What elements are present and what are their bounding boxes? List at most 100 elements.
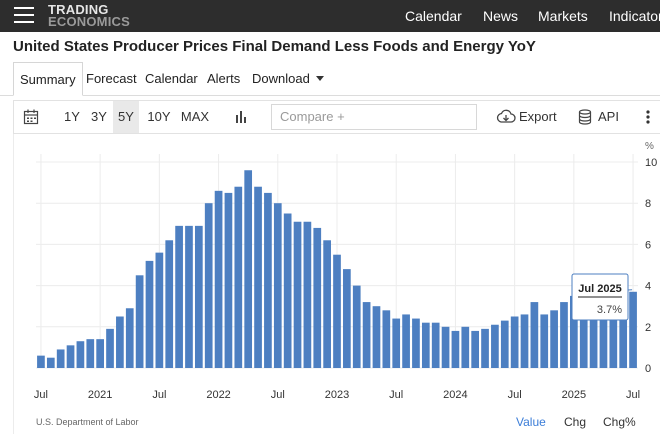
logo-line-2: ECONOMICS [48, 14, 130, 29]
y-tick-label: 0 [645, 363, 651, 375]
chart-bar[interactable] [46, 357, 55, 368]
chart-bar[interactable] [185, 225, 193, 368]
x-tick-label: 2021 [88, 389, 112, 401]
chart-bar[interactable] [619, 310, 628, 368]
chart-bar[interactable] [86, 339, 95, 368]
range-3y-button[interactable]: 3Y [91, 109, 107, 124]
chart-bar[interactable] [96, 339, 104, 368]
chart-bar[interactable] [461, 326, 470, 368]
range-10y-button[interactable]: 10Y [147, 109, 171, 124]
change-view-button[interactable]: Chg [564, 415, 587, 429]
chart-bar[interactable] [333, 254, 341, 368]
chart-bar[interactable] [589, 293, 598, 368]
tooltip-date: Jul 2025 [578, 283, 621, 295]
more-options-icon[interactable] [642, 101, 654, 133]
x-tick-label: Jul [271, 389, 285, 401]
chart-bar[interactable] [264, 192, 272, 368]
chart-bar[interactable] [510, 316, 519, 369]
chart-bar[interactable] [491, 324, 499, 368]
change-percent-view-button[interactable]: Chg% [603, 415, 636, 429]
chart-bar[interactable] [214, 190, 223, 368]
chart-bar[interactable] [471, 330, 480, 368]
chart-bar[interactable] [629, 291, 637, 368]
nav-indicators-link[interactable]: Indicators [609, 8, 660, 24]
nav-news-link[interactable]: News [483, 8, 519, 24]
chart-bar[interactable] [234, 186, 243, 368]
chart-bar[interactable] [145, 260, 154, 368]
site-logo[interactable]: TRADING ECONOMICS [48, 3, 130, 29]
chart-bar[interactable] [254, 186, 262, 368]
chart-bar[interactable] [303, 221, 312, 368]
chart-bar[interactable] [165, 240, 174, 368]
nav-calendar-link[interactable]: Calendar [405, 8, 462, 24]
chart-bar[interactable] [609, 306, 618, 368]
chart-bar[interactable] [273, 203, 282, 368]
nav-markets-link[interactable]: Markets [538, 8, 588, 24]
chart-bar[interactable] [352, 285, 361, 368]
y-tick-label: 4 [645, 281, 651, 293]
chart-bar[interactable] [402, 314, 410, 368]
chart-bar[interactable] [520, 314, 529, 368]
chart-bar[interactable] [155, 252, 164, 368]
tab-download[interactable]: Download [252, 62, 324, 96]
value-view-button[interactable]: Value [516, 415, 546, 429]
chart-bar[interactable] [224, 192, 233, 368]
chart-bar[interactable] [106, 328, 114, 368]
range-max-button[interactable]: MAX [180, 109, 210, 124]
hamburger-menu-icon[interactable] [14, 7, 34, 24]
x-tick-label: 2025 [562, 389, 586, 401]
export-button[interactable]: Export [519, 109, 557, 124]
api-button[interactable]: API [598, 109, 619, 124]
range-1y-button[interactable]: 1Y [64, 109, 80, 124]
chart-bar[interactable] [599, 308, 608, 368]
compare-input[interactable]: Compare + [271, 104, 477, 130]
chart-area: 0 2 4 6 8 10% Jul 2021 Jul 2022 Jul 2023 Jul 2024 Jul 2… [13, 134, 660, 434]
chart-bar[interactable] [540, 314, 549, 368]
chart-bar[interactable] [392, 318, 401, 368]
chart-bar[interactable] [66, 345, 75, 368]
y-tick-label: 2 [645, 322, 651, 334]
chart-bar[interactable] [116, 316, 124, 369]
chart-bar[interactable] [451, 330, 460, 368]
chart-bar[interactable] [194, 225, 203, 368]
chart-bar[interactable] [362, 302, 371, 368]
chart-bar[interactable] [125, 308, 134, 368]
chart-bar[interactable] [579, 297, 588, 368]
chart-bar[interactable] [343, 269, 351, 368]
x-tick-label: Jul [626, 389, 640, 401]
chart-bar[interactable] [76, 341, 85, 368]
chart-bar[interactable] [204, 203, 213, 368]
database-icon[interactable] [577, 101, 593, 133]
bar-chart-icon[interactable] [232, 101, 252, 133]
indicator-tabs: Summary Forecast Calendar Alerts Downloa… [0, 62, 660, 96]
chart-bar[interactable] [37, 355, 45, 368]
chart-bar[interactable] [421, 322, 430, 368]
chart-bar[interactable] [412, 318, 420, 368]
chart-bar[interactable] [382, 310, 391, 368]
chart-bar[interactable] [175, 225, 183, 368]
chart-bar[interactable] [56, 349, 65, 368]
chart-bar[interactable] [500, 320, 509, 368]
chart-bar[interactable] [244, 170, 253, 368]
tab-forecast[interactable]: Forecast [86, 71, 137, 86]
chart-bar[interactable] [283, 213, 292, 369]
tab-alerts[interactable]: Alerts [207, 71, 241, 86]
range-5y-button[interactable]: 5Y [113, 101, 139, 133]
chart-bar[interactable] [441, 326, 450, 368]
tab-calendar[interactable]: Calendar [145, 71, 198, 86]
tab-summary[interactable]: Summary [13, 62, 83, 96]
chart-bar[interactable] [372, 306, 381, 368]
chart-bar[interactable] [481, 328, 489, 368]
chart-bar[interactable] [570, 295, 578, 368]
y-tick-label: 8 [645, 198, 651, 210]
chart-bar[interactable] [560, 302, 568, 368]
chart-bar[interactable] [135, 275, 144, 368]
chart-bar[interactable] [530, 302, 539, 368]
chart-bar[interactable] [293, 221, 302, 368]
chart-bar[interactable] [323, 240, 331, 368]
chart-bar[interactable] [431, 322, 440, 368]
calendar-icon[interactable] [18, 101, 44, 133]
chart-bar[interactable] [550, 310, 558, 368]
chart-bar[interactable] [313, 227, 322, 368]
cloud-download-icon[interactable] [495, 101, 517, 133]
